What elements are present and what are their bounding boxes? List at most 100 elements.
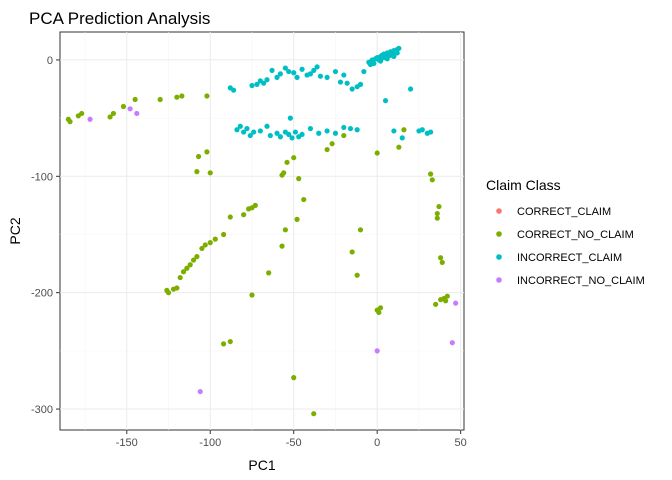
data-point-correct-no-claim (284, 159, 290, 165)
data-point-correct-no-claim (120, 103, 127, 110)
data-point-incorrect-claim (377, 58, 384, 64)
data-point-incorrect-claim (287, 115, 293, 121)
data-point-correct-no-claim (434, 215, 440, 221)
data-point-correct-no-claim (227, 338, 233, 345)
data-point-incorrect-claim (294, 74, 300, 80)
data-point-incorrect-claim (317, 73, 324, 79)
data-point-correct-no-claim (401, 127, 407, 133)
data-point-incorrect-claim (299, 131, 305, 138)
data-point-correct-no-claim (177, 274, 183, 281)
data-point-incorrect-claim (394, 50, 400, 56)
data-point-incorrect-claim (257, 128, 263, 134)
data-point-correct-no-claim (204, 149, 210, 155)
legend-key-incorrect-no-claim (496, 277, 502, 283)
x-tick-label: -50 (286, 437, 302, 449)
data-point-incorrect-claim (264, 77, 270, 83)
data-point-incorrect-claim (286, 68, 292, 75)
data-point-incorrect-claim (267, 132, 273, 139)
data-point-incorrect-claim (292, 129, 298, 135)
data-point-correct-no-claim (376, 309, 382, 316)
data-point-correct-no-claim (180, 269, 187, 275)
data-point-correct-no-claim (132, 96, 138, 103)
data-point-correct-no-claim (67, 119, 73, 125)
data-point-incorrect-claim (419, 127, 425, 133)
data-point-correct-no-claim (202, 242, 208, 248)
data-point-correct-no-claim (436, 203, 442, 210)
legend: Claim Class CORRECT_CLAIM CORRECT_NO_CLAI… (486, 177, 645, 287)
data-point-incorrect-no-claim (449, 340, 455, 346)
data-point-correct-no-claim (194, 254, 200, 260)
data-point-correct-no-claim (329, 141, 335, 147)
x-tick-label: 0 (374, 437, 380, 449)
data-point-correct-no-claim (157, 96, 163, 103)
grid-lines (60, 32, 464, 430)
data-point-incorrect-claim (241, 129, 247, 135)
data-point-correct-no-claim (195, 153, 202, 160)
data-point-incorrect-claim (274, 74, 280, 80)
data-point-incorrect-claim (277, 71, 283, 77)
y-tick-label: -300 (31, 404, 53, 416)
data-point-correct-no-claim (438, 297, 444, 303)
data-point-correct-no-claim (179, 93, 185, 99)
data-point-incorrect-claim (332, 68, 339, 75)
chart-title: PCA Prediction Analysis (29, 9, 210, 28)
data-point-correct-no-claim (429, 177, 435, 183)
data-point-correct-no-claim (221, 341, 227, 347)
data-point-incorrect-claim (247, 132, 253, 139)
data-point-correct-no-claim (357, 227, 364, 233)
data-point-incorrect-claim (249, 82, 255, 89)
data-point-incorrect-claim (314, 64, 320, 70)
legend-key-incorrect-claim (496, 254, 502, 260)
data-point-incorrect-claim (324, 128, 330, 134)
data-point-incorrect-claim (341, 72, 347, 78)
data-point-incorrect-claim (341, 124, 347, 131)
legend-label: CORRECT_NO_CLAIM (517, 229, 634, 241)
data-point-correct-no-claim (374, 150, 380, 156)
y-tick-label: -200 (31, 288, 53, 300)
data-point-correct-no-claim (434, 210, 440, 217)
data-point-correct-no-claim (354, 272, 360, 278)
x-tick-label: -150 (116, 437, 138, 449)
data-point-correct-no-claim (207, 170, 213, 176)
data-point-incorrect-claim (324, 74, 330, 80)
data-point-correct-no-claim (291, 155, 297, 161)
y-tick-label: -100 (31, 171, 53, 183)
y-tick-label: 0 (47, 55, 53, 67)
data-point-incorrect-claim (269, 67, 275, 74)
data-point-correct-no-claim (439, 259, 445, 266)
x-axis-title: PC1 (248, 457, 275, 473)
data-point-correct-no-claim (204, 93, 210, 99)
data-point-correct-no-claim (241, 212, 247, 218)
data-point-incorrect-claim (289, 135, 295, 141)
data-point-correct-no-claim (252, 202, 258, 208)
data-point-correct-no-claim (349, 249, 355, 255)
data-point-correct-no-claim (79, 110, 85, 117)
legend-key-correct-claim (496, 208, 502, 214)
data-point-correct-no-claim (174, 94, 180, 100)
data-point-correct-no-claim (282, 227, 288, 233)
data-point-incorrect-claim (316, 130, 322, 136)
data-point-correct-no-claim (438, 255, 444, 261)
data-point-correct-no-claim (311, 411, 317, 417)
data-point-correct-no-claim (227, 214, 233, 220)
data-point-incorrect-claim (382, 98, 389, 104)
data-point-incorrect-claim (357, 81, 364, 87)
data-point-correct-no-claim (443, 298, 449, 304)
y-axis-title: PC2 (7, 217, 23, 244)
data-point-incorrect-claim (237, 123, 243, 129)
data-point-incorrect-claim (391, 53, 397, 60)
data-point-incorrect-claim (244, 125, 250, 132)
data-point-incorrect-claim (399, 135, 405, 141)
data-point-correct-no-claim (194, 169, 200, 175)
data-point-incorrect-no-claim (374, 348, 380, 354)
data-point-correct-no-claim (165, 290, 172, 296)
data-point-correct-no-claim (291, 375, 297, 381)
data-point-incorrect-claim (254, 81, 260, 87)
data-point-correct-no-claim (266, 270, 272, 276)
data-point-incorrect-claim (282, 65, 288, 71)
data-point-correct-no-claim (249, 292, 255, 298)
data-point-correct-no-claim (190, 257, 197, 263)
data-point-incorrect-no-claim (134, 110, 140, 117)
data-point-incorrect-claim (277, 134, 283, 140)
data-point-incorrect-claim (286, 131, 292, 138)
